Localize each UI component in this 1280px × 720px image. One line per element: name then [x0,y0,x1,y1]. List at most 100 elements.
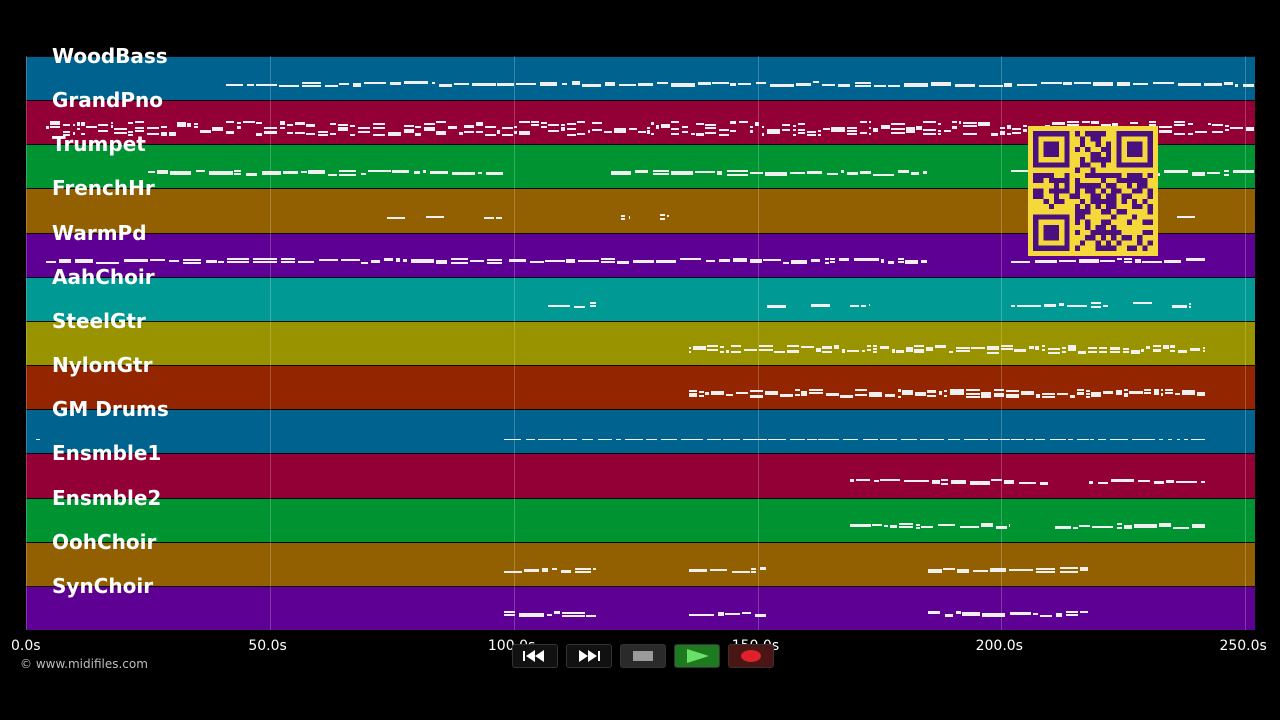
midi-note [749,172,764,175]
midi-note [738,120,749,123]
time-gridline [1245,56,1247,630]
midi-note [519,131,531,134]
midi-note [501,133,513,136]
midi-note [1018,481,1036,484]
rewind-button[interactable] [512,644,558,668]
midi-note [980,523,993,526]
midi-note [914,348,924,351]
midi-note [616,261,629,264]
midi-note [1011,439,1024,441]
stop-button[interactable] [620,644,666,668]
midi-note [1246,126,1254,129]
midi-note [635,170,649,173]
midi-note [1020,390,1035,393]
midi-note [1229,127,1244,130]
midi-note [1092,83,1114,86]
midi-note [395,260,401,263]
midi-note [742,612,752,615]
midi-note [404,81,428,84]
midi-note [1190,439,1206,441]
midi-note [1023,128,1028,131]
midi-note [524,569,539,572]
track-name: SynChoir [52,573,154,598]
midi-note [1109,350,1121,353]
midi-note [403,259,407,262]
midi-note [147,171,155,174]
midi-note [561,127,566,130]
midi-note [732,259,747,262]
midi-note [906,131,915,134]
midi-note [1097,482,1108,485]
midi-note [318,259,338,262]
midi-note [1164,392,1173,395]
midi-note [750,389,763,392]
midi-note [1223,173,1230,176]
midi-note [833,347,840,350]
midi-note [226,131,235,134]
midi-note [452,172,475,175]
midi-note [1187,122,1193,125]
midi-note [571,83,580,85]
midi-note [855,394,868,397]
midi-note [1170,349,1176,352]
midi-note [888,85,900,88]
midi-note [898,261,904,264]
midi-note [1122,348,1129,351]
midi-note [1091,305,1102,308]
midi-note [134,120,145,123]
midi-note [653,172,669,175]
midi-note [1163,170,1188,173]
midi-note [880,260,885,263]
midi-note [350,125,356,128]
midi-note [880,125,891,128]
play-button[interactable] [674,644,720,668]
midi-note [923,172,928,175]
midi-note [531,121,539,124]
midi-note [1001,345,1013,348]
midi-note [1202,350,1206,353]
midi-note [1133,526,1158,529]
midi-note [1195,131,1208,134]
track-lane [26,585,1255,630]
midi-note [281,260,296,263]
midi-note [1079,259,1100,262]
midi-note [749,126,753,129]
fast-forward-button[interactable] [566,644,612,668]
midi-note [59,258,71,261]
midi-note [1099,347,1108,350]
midi-note [471,83,496,86]
midi-note [256,83,277,86]
midi-note [833,345,840,348]
midi-note [906,129,915,132]
midi-note [371,260,381,263]
midi-note [620,215,625,218]
midi-note [1006,132,1011,135]
midi-note [571,81,580,84]
midi-note [360,173,366,176]
midi-note [581,439,593,441]
time-tick-label: 50.0s [248,638,287,654]
midi-note [562,82,568,85]
track-name: OohChoir [52,529,157,554]
midi-note [891,128,905,131]
midi-note [692,346,707,349]
record-button[interactable] [728,644,774,668]
midi-note [1192,526,1206,529]
midi-note [225,84,244,87]
midi-note [707,348,718,351]
midi-note [633,261,655,264]
midi-note [264,131,277,134]
midi-note [1081,121,1091,124]
midi-note [655,124,659,127]
midi-note [792,129,797,132]
midi-note [1009,525,1011,528]
midi-note [850,479,855,482]
midi-note [887,261,895,264]
midi-note [952,126,958,129]
midi-note [689,351,692,354]
midi-note [123,259,148,262]
midi-note [1025,439,1034,441]
midi-note [357,127,370,130]
midi-note [45,261,57,264]
midi-note [704,132,717,135]
